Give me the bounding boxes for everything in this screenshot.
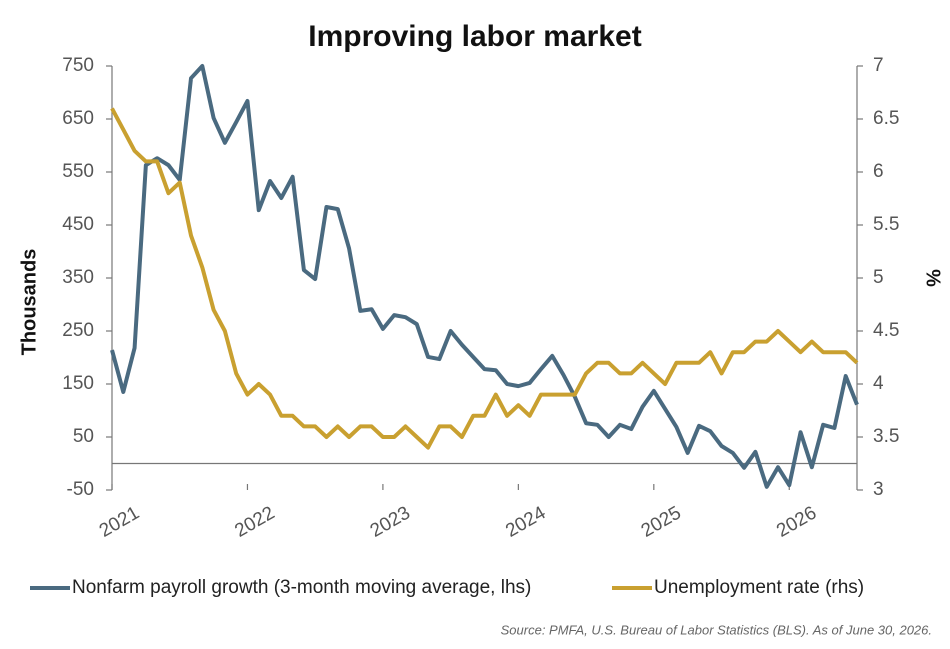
y-tick-label: 650	[62, 108, 94, 129]
y2-tick-label: 5.5	[873, 214, 899, 235]
y2-tick-label: 4.5	[873, 320, 899, 341]
y2-tick-label: 6.5	[873, 108, 899, 129]
x-tick-label: 2026	[773, 502, 820, 541]
y2-tick-label: 6	[873, 161, 884, 182]
x-tick-label: 2023	[367, 502, 414, 541]
y-axis-label: Thousands	[18, 249, 40, 356]
y-tick-label: 50	[73, 426, 94, 447]
y-tick-label: 250	[62, 320, 94, 341]
x-tick-label: 2024	[502, 502, 549, 542]
y-tick-label: 550	[62, 161, 94, 182]
source-note: Source: PMFA, U.S. Bureau of Labor Stati…	[501, 622, 932, 637]
y2-tick-label: 3	[873, 479, 884, 500]
x-tick-label: 2025	[638, 502, 685, 541]
y2-tick-label: 7	[873, 55, 884, 76]
y-tick-label: -50	[67, 479, 94, 500]
y2-tick-label: 3.5	[873, 426, 899, 447]
y-tick-label: 450	[62, 214, 94, 235]
y2-tick-label: 4	[873, 373, 884, 394]
x-tick-label: 2022	[231, 502, 278, 541]
legend-label: Nonfarm payroll growth (3-month moving a…	[72, 577, 531, 598]
series-line	[110, 107, 859, 450]
y2-axis-label: %	[922, 269, 944, 287]
chart-title: Improving labor market	[308, 20, 641, 53]
y2-tick-label: 5	[873, 267, 884, 288]
y-tick-label: 150	[62, 373, 94, 394]
x-tick-label: 2021	[96, 502, 143, 541]
series-line	[110, 64, 859, 489]
legend-label: Unemployment rate (rhs)	[654, 577, 864, 598]
y-tick-label: 750	[62, 55, 94, 76]
y-tick-label: 350	[62, 267, 94, 288]
